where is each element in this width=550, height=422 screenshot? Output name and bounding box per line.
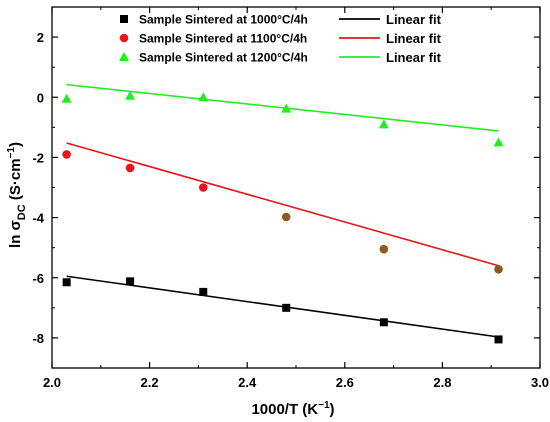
x-tick-label: 2.8: [433, 375, 451, 390]
x-tick-label: 2.2: [141, 375, 159, 390]
data-point-series-1: [282, 303, 291, 312]
fit-line-series-2: [66, 142, 499, 267]
data-point-series-1: [379, 318, 388, 327]
y-tick-label: -6: [32, 271, 44, 286]
data-point-series-1: [199, 287, 208, 296]
data-point-series-3: [61, 93, 72, 103]
legend: Sample Sintered at 1000°C/4h Linear fit Sa…: [119, 12, 442, 65]
legend-marker-series-1: [120, 15, 128, 23]
data-point-series-3: [378, 119, 389, 129]
data-point-series-2: [494, 265, 503, 274]
fit-line-series-3: [66, 83, 499, 132]
x-tick-label: 2.4: [238, 375, 257, 390]
x-tick-label: 2.0: [43, 375, 61, 390]
x-axis-ticks: 2.0 2.2 2.4 2.6 2.8 3.0: [43, 7, 549, 390]
y-tick-label: -4: [32, 211, 44, 226]
y-tick-label: -8: [32, 331, 44, 346]
data-point-series-1: [126, 277, 135, 286]
y-tick-label: 0: [37, 90, 44, 105]
data-point-series-2: [198, 183, 208, 192]
data-points: [61, 90, 504, 344]
legend-label-series-2: Sample Sintered at 1100°C/4h: [139, 32, 307, 46]
y-axis-title: ln σDC (S·cm−1): [6, 142, 28, 248]
data-point-series-1: [494, 335, 503, 344]
x-axis-title: 1000/T (K−1): [251, 400, 334, 418]
legend-marker-series-2: [119, 33, 129, 43]
legend-fit-label-series-2: Linear fit: [386, 31, 442, 46]
data-point-series-2: [281, 212, 291, 222]
legend-label-series-3: Sample Sintered at 1200°C/4h: [139, 51, 308, 65]
data-point-series-1: [62, 278, 71, 287]
data-point-series-3: [125, 90, 136, 100]
legend-marker-series-3: [119, 52, 129, 61]
x-tick-label: 3.0: [531, 375, 549, 390]
data-point-series-2: [125, 163, 135, 173]
fit-lines: [66, 83, 499, 338]
x-tick-label: 2.6: [336, 375, 354, 390]
legend-label-series-1: Sample Sintered at 1000°C/4h: [139, 13, 308, 27]
data-point-series-2: [62, 150, 71, 159]
data-point-series-3: [281, 103, 292, 113]
legend-fit-label-series-3: Linear fit: [386, 50, 442, 65]
legend-fit-label-series-1: Linear fit: [386, 12, 442, 27]
y-tick-label: -2: [32, 150, 44, 165]
y-axis-ticks: -8 -6 -4 -2 0 2: [32, 6, 540, 369]
data-point-series-3: [493, 137, 504, 147]
data-point-series-2: [379, 244, 389, 254]
y-tick-label: 2: [37, 30, 44, 45]
data-point-series-3: [198, 92, 209, 102]
